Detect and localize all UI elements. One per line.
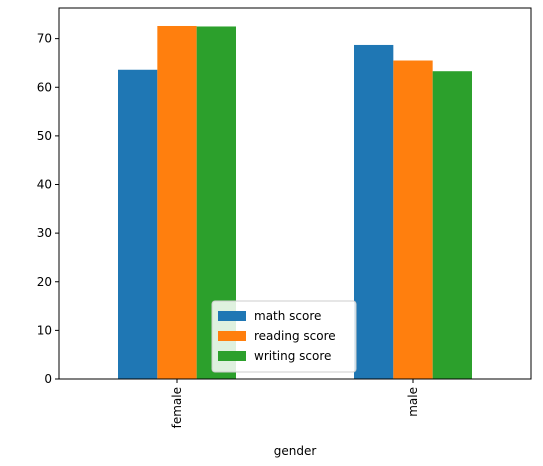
y-tick-label: 50: [37, 129, 52, 143]
y-tick-label: 10: [37, 323, 52, 337]
legend-label: writing score: [254, 349, 331, 363]
legend-swatch: [218, 351, 246, 361]
x-tick-label-male: male: [406, 387, 420, 417]
bar-writing-score-male: [432, 71, 472, 380]
x-tick-label-female: female: [170, 387, 184, 428]
y-tick-label: 70: [37, 32, 52, 46]
x-axis: female male: [170, 379, 420, 428]
bar-reading-score-male: [393, 60, 433, 379]
legend-label: reading score: [254, 329, 336, 343]
legend-box: [211, 300, 357, 373]
legend-label: math score: [254, 309, 321, 323]
bars-group: [118, 25, 472, 380]
bar-math-score-female: [118, 69, 158, 380]
plot-frame: [58, 7, 532, 380]
legend-swatch: [218, 311, 246, 321]
y-axis: 0 10 20 30 40 50 60 70: [37, 32, 59, 386]
bar-math-score-male: [354, 44, 394, 379]
y-tick-label: 0: [44, 372, 52, 386]
y-tick-label: 60: [37, 80, 52, 94]
bar-reading-score-female: [157, 25, 197, 380]
y-tick-label: 40: [37, 178, 52, 192]
legend: math score reading score writing score: [211, 300, 357, 373]
y-tick-label: 30: [37, 226, 52, 240]
x-axis-label: gender: [274, 444, 317, 458]
y-tick-label: 20: [37, 275, 52, 289]
legend-swatch: [218, 331, 246, 341]
